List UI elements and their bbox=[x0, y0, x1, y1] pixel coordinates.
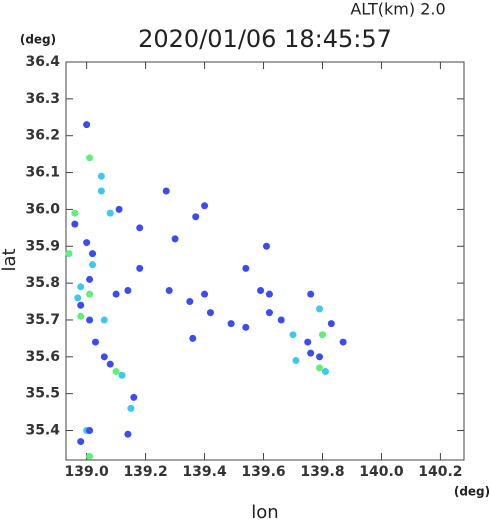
echo-point bbox=[118, 371, 126, 379]
echo-point bbox=[86, 452, 94, 460]
echo-point bbox=[124, 430, 132, 438]
echo-point bbox=[316, 305, 324, 313]
echo-point bbox=[86, 290, 94, 298]
echo-point bbox=[115, 205, 123, 213]
x-tick-label: 139.2 bbox=[123, 464, 167, 480]
echo-point bbox=[74, 294, 82, 302]
echo-point bbox=[327, 320, 335, 328]
x-unit: (deg) bbox=[454, 485, 490, 499]
echo-point bbox=[277, 316, 285, 324]
y-tick-label: 36.3 bbox=[25, 91, 60, 107]
x-tick-label: 139.6 bbox=[241, 464, 285, 480]
echo-point bbox=[77, 438, 85, 446]
echo-point bbox=[227, 320, 235, 328]
altitude-label: ALT(km) 2.0 bbox=[350, 0, 445, 19]
echo-point bbox=[307, 290, 315, 298]
echo-point bbox=[162, 187, 170, 195]
echo-point bbox=[307, 349, 315, 357]
echo-point bbox=[242, 264, 250, 272]
echo-point bbox=[91, 338, 99, 346]
y-tick-label: 35.9 bbox=[25, 238, 60, 254]
echo-point bbox=[86, 316, 94, 324]
echo-point bbox=[65, 250, 73, 258]
x-tick-label: 139.0 bbox=[64, 464, 109, 480]
echo-point bbox=[257, 286, 265, 294]
y-tick-label: 36.0 bbox=[25, 201, 60, 217]
echo-point bbox=[106, 209, 114, 217]
echo-point bbox=[77, 312, 85, 320]
echo-point bbox=[83, 239, 91, 247]
echo-point bbox=[71, 209, 79, 217]
echo-point bbox=[71, 220, 79, 228]
y-axis-label: lat bbox=[0, 248, 20, 271]
echo-point bbox=[136, 264, 144, 272]
echo-point bbox=[316, 364, 324, 372]
echo-point bbox=[86, 275, 94, 283]
echo-point bbox=[112, 368, 120, 376]
echo-point bbox=[86, 154, 94, 162]
echo-point bbox=[86, 427, 94, 435]
echo-point bbox=[171, 235, 179, 243]
echo-point bbox=[165, 286, 173, 294]
echo-point bbox=[304, 338, 312, 346]
echo-point bbox=[83, 121, 91, 129]
y-tick-label: 35.6 bbox=[25, 349, 60, 365]
echo-point bbox=[97, 187, 105, 195]
echo-point bbox=[201, 202, 209, 210]
echo-point bbox=[97, 172, 105, 180]
echo-point bbox=[100, 353, 108, 361]
chart-title: 2020/01/06 18:45:57 bbox=[138, 25, 392, 53]
x-tick-label: 140.0 bbox=[359, 464, 404, 480]
y-tick-label: 35.7 bbox=[25, 312, 60, 328]
x-axis-label: lon bbox=[251, 502, 278, 521]
y-tick-label: 35.8 bbox=[25, 275, 60, 291]
echo-point bbox=[316, 353, 324, 361]
x-tick-label: 140.2 bbox=[418, 464, 462, 480]
echo-point bbox=[339, 338, 347, 346]
echo-point bbox=[89, 261, 97, 269]
echo-point bbox=[289, 331, 297, 339]
plot-frame bbox=[65, 61, 465, 461]
echo-point bbox=[201, 290, 209, 298]
y-unit: (deg) bbox=[20, 33, 56, 47]
echo-point bbox=[206, 309, 214, 317]
echo-point bbox=[292, 357, 300, 364]
echo-point bbox=[265, 309, 273, 317]
y-tick-label: 36.1 bbox=[25, 165, 60, 181]
echo-point bbox=[192, 213, 200, 221]
x-tick-label: 139.4 bbox=[182, 464, 227, 480]
echo-point bbox=[106, 360, 114, 368]
echo-point bbox=[112, 290, 120, 298]
y-tick-label: 35.4 bbox=[25, 423, 60, 439]
echo-point bbox=[265, 290, 273, 298]
echo-point bbox=[262, 242, 270, 250]
echo-point bbox=[318, 331, 326, 339]
echo-point bbox=[186, 298, 194, 306]
echo-point bbox=[189, 334, 197, 342]
echo-point bbox=[77, 301, 85, 309]
echo-point bbox=[89, 250, 97, 258]
echo-point bbox=[77, 283, 85, 291]
echo-point bbox=[321, 368, 329, 376]
y-tick-label: 36.2 bbox=[25, 128, 60, 144]
x-tick-label: 139.8 bbox=[300, 464, 344, 480]
echo-point bbox=[124, 286, 132, 294]
echo-point bbox=[242, 323, 250, 331]
echo-point bbox=[136, 224, 144, 232]
echo-point bbox=[100, 316, 108, 324]
echo-point bbox=[130, 393, 138, 401]
echo-point bbox=[127, 404, 135, 412]
y-tick-label: 36.4 bbox=[25, 54, 60, 70]
y-tick-label: 35.5 bbox=[25, 386, 60, 402]
